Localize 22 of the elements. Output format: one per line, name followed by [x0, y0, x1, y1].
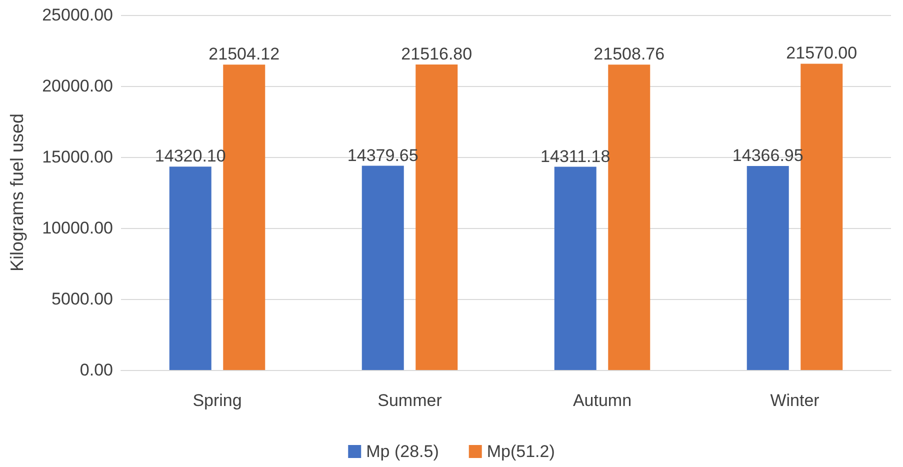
data-label: 21508.76: [594, 44, 665, 64]
y-tick-label: 20000.00: [42, 76, 113, 96]
y-tick-label: 25000.00: [42, 6, 113, 24]
y-tick-label: 10000.00: [42, 218, 113, 238]
x-tick-label: Spring: [192, 391, 242, 410]
x-tick-label: Winter: [770, 391, 820, 410]
bar: [169, 166, 212, 370]
data-label: 21516.80: [401, 44, 472, 64]
x-tick-label: Autumn: [572, 391, 632, 410]
legend-label: Mp (28.5): [366, 442, 439, 461]
y-tick-label: 15000.00: [42, 148, 113, 166]
bar: [746, 166, 789, 370]
legend-label: Mp(51.2): [486, 442, 555, 461]
bar: [362, 166, 404, 370]
y-tick-label: 0.00: [80, 360, 113, 380]
data-label: 21570.00: [786, 44, 858, 63]
x-tick-label: Summer: [378, 391, 442, 410]
bar: [608, 64, 650, 370]
bar: [554, 166, 596, 370]
y-tick-label: 5000.00: [52, 290, 113, 308]
y-axis-title: Kilograms fuel used: [7, 113, 27, 272]
data-label: 21504.12: [208, 44, 280, 64]
